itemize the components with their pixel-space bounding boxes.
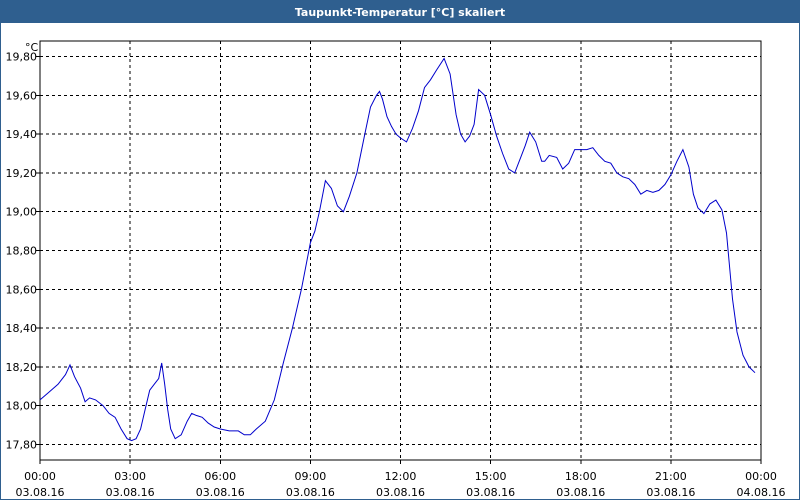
y-axis-unit-label: °C <box>25 41 39 54</box>
y-tick-label: 18,80 <box>6 245 38 258</box>
x-tick-date-label: 03.08.16 <box>646 486 695 499</box>
x-tick-time-label: 09:00 <box>295 470 327 483</box>
x-tick-date-label: 03.08.16 <box>196 486 245 499</box>
y-tick-label: 19,60 <box>6 89 38 102</box>
series-group <box>39 57 756 442</box>
x-tick-time-label: 15:00 <box>475 470 507 483</box>
y-tick-label: 18,00 <box>6 400 38 413</box>
y-tick-label: 19,80 <box>6 51 38 64</box>
x-axis-ticks: 00:00 03.08.16 03:00 03.08.16 06:00 03.08.16 0… <box>16 460 786 499</box>
grid <box>40 41 761 460</box>
y-tick-label: 17,80 <box>6 438 38 451</box>
y-tick-label: 18,40 <box>6 322 38 335</box>
y-tick-label: 19,00 <box>6 206 38 219</box>
y-tick-label: 19,20 <box>6 167 38 180</box>
x-tick-time-label: 12:00 <box>385 470 417 483</box>
x-tick-time-label: 21:00 <box>655 470 687 483</box>
x-tick-time-label: 00:00 <box>745 470 777 483</box>
x-tick-date-label: 04.08.16 <box>737 486 786 499</box>
x-tick-date-label: 03.08.16 <box>466 486 515 499</box>
series-line <box>39 57 756 442</box>
x-tick-date-label: 03.08.16 <box>286 486 335 499</box>
y-tick-label: 18,60 <box>6 283 38 296</box>
x-tick-date-label: 03.08.16 <box>376 486 425 499</box>
window-title: Taupunkt-Temperatur [°C] skaliert <box>1 1 799 23</box>
x-tick-date-label: 03.08.16 <box>106 486 155 499</box>
y-axis-ticks: 17,80 18,00 18,20 18,40 18,60 18,80 19,00 19,20… <box>6 51 40 451</box>
x-tick-time-label: 06:00 <box>204 470 236 483</box>
y-tick-label: 18,20 <box>6 361 38 374</box>
x-tick-date-label: 03.08.16 <box>16 486 65 499</box>
x-tick-time-label: 03:00 <box>114 470 146 483</box>
y-tick-label: 19,40 <box>6 128 38 141</box>
x-tick-date-label: 03.08.16 <box>556 486 605 499</box>
x-tick-time-label: 00:00 <box>24 470 56 483</box>
x-tick-time-label: 18:00 <box>565 470 597 483</box>
